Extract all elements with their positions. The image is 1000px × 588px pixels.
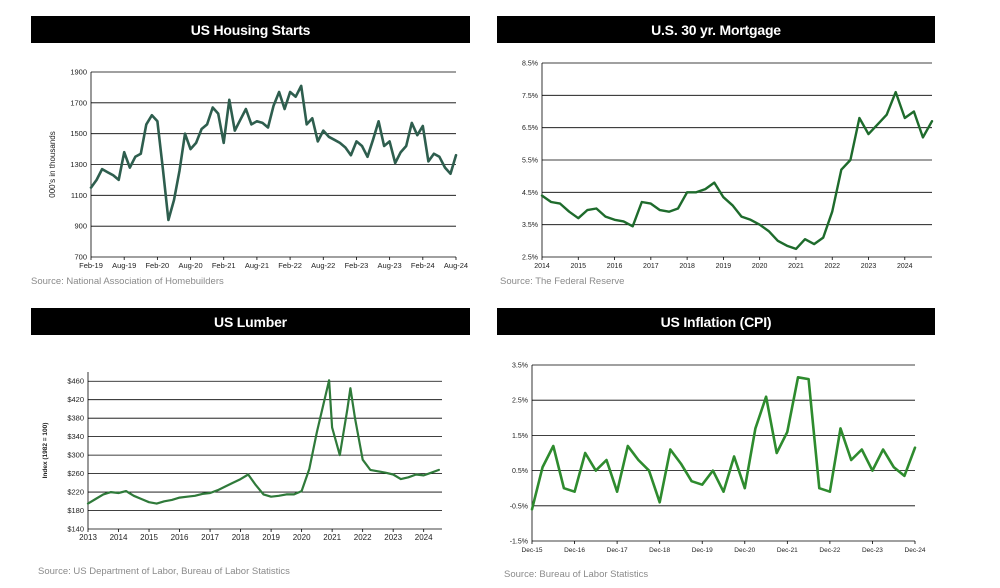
x-tick-label: 2013 (79, 533, 97, 542)
x-tick-label: Feb-19 (79, 261, 103, 270)
y-tick-label: 1900 (70, 68, 87, 77)
x-tick-label: 2024 (897, 263, 913, 270)
x-tick-label: Dec-17 (607, 547, 628, 554)
x-tick-label: 2015 (570, 263, 586, 270)
chart-title-inflation: US Inflation (CPI) (497, 308, 935, 335)
x-tick-label: 2023 (861, 263, 877, 270)
chart-svg: -1.5% -0.5% 0.5% 1.5% 2.5% 3.5% Dec-15 Dec-16 De… (510, 363, 926, 555)
y-tick-label: 1100 (71, 191, 87, 200)
y-tick-label: 3.5% (512, 363, 528, 370)
y-tick-label: -1.5% (510, 539, 528, 546)
x-tick-label: Aug-19 (112, 261, 136, 270)
y-tick-label: 6.5% (522, 125, 538, 132)
x-tick-label: Dec-16 (564, 547, 585, 554)
x-tick-label: 2023 (384, 533, 402, 542)
chart-title-lumber: US Lumber (31, 308, 470, 335)
y-tick-label: 1.5% (512, 433, 528, 440)
x-tick-label: Aug-23 (378, 261, 402, 270)
x-tick-label: Aug-24 (444, 261, 468, 270)
y-tick-label: 1700 (70, 98, 87, 107)
x-tick-label: Feb-20 (145, 261, 169, 270)
x-tick-label: Aug-22 (311, 261, 335, 270)
x-tick-label: 2019 (716, 263, 732, 270)
y-axis-label: 000's in thousands (48, 131, 57, 197)
x-tick-label: Dec-18 (649, 547, 670, 554)
y-tick-label: $220 (67, 488, 84, 497)
source-lumber: Source: US Department of Labor, Bureau o… (38, 566, 290, 577)
x-tick-label: 2015 (140, 533, 158, 542)
x-tick-label: Feb-23 (345, 261, 369, 270)
x-tick-label: Dec-23 (862, 547, 883, 554)
x-tick-label: 2022 (824, 263, 840, 270)
y-tick-label: 4.5% (522, 190, 538, 197)
y-tick-label: 3.5% (522, 222, 538, 229)
x-tick-label: 2022 (354, 533, 372, 542)
y-tick-label: $460 (67, 377, 84, 386)
y-tick-label: 7.5% (522, 93, 538, 100)
x-tick-label: 2018 (232, 533, 250, 542)
y-tick-label: 5.5% (522, 158, 538, 165)
series-line (540, 90, 934, 251)
y-tick-label: 1500 (70, 129, 87, 138)
x-tick-label: Dec-15 (522, 547, 543, 554)
y-tick-label: $300 (67, 451, 84, 460)
x-tick-label: Dec-21 (777, 547, 798, 554)
source-mortgage: Source: The Federal Reserve (500, 276, 625, 287)
mortgage-chart: 2.5% 3.5% 4.5% 5.5% 6.5% 7.5% 8.5% 2014 2015 2016… (497, 55, 935, 275)
y-tick-label: 2.5% (522, 255, 538, 262)
x-tick-label: Aug-21 (245, 261, 269, 270)
x-tick-label: Feb-21 (212, 261, 236, 270)
y-tick-label: $140 (67, 525, 84, 534)
chart-svg: 2.5% 3.5% 4.5% 5.5% 6.5% 7.5% 8.5% 2014 2015 2016… (522, 61, 934, 270)
inflation-chart: -1.5% -0.5% 0.5% 1.5% 2.5% 3.5% Dec-15 Dec-16 De… (497, 355, 935, 555)
x-tick-label: 2017 (201, 533, 219, 542)
y-tick-label: $380 (67, 414, 84, 423)
x-tick-label: 2019 (262, 533, 280, 542)
x-tick-label: 2020 (752, 263, 768, 270)
x-tick-label: 2016 (171, 533, 189, 542)
source-inflation: Source: Bureau of Labor Statistics (504, 569, 649, 580)
y-tick-label: $420 (67, 395, 84, 404)
housing-starts-chart: 700 900 1100 1300 1500 1700 1900 Feb-19 Aug-19 Fe… (31, 60, 470, 275)
x-tick-label: Dec-19 (692, 547, 713, 554)
x-tick-label: 2021 (323, 533, 341, 542)
y-tick-label: $180 (67, 506, 84, 515)
x-tick-label: Dec-22 (819, 547, 840, 554)
x-tick-label: 2020 (293, 533, 311, 542)
y-tick-label: 8.5% (522, 61, 538, 68)
series-line (530, 375, 917, 511)
y-tick-label: $340 (67, 432, 84, 441)
chart-svg: $140 $180 $220 $260 $300 $340 $380 $420 $460 2013… (42, 372, 442, 542)
y-tick-label: 1300 (70, 160, 87, 169)
x-tick-label: 2014 (110, 533, 128, 542)
x-tick-label: Aug-20 (178, 261, 202, 270)
y-tick-label: 0.5% (512, 468, 528, 475)
y-tick-label: 2.5% (512, 398, 528, 405)
x-tick-label: 2017 (643, 263, 659, 270)
x-tick-label: Feb-22 (278, 261, 302, 270)
x-tick-label: 2016 (607, 263, 623, 270)
x-tick-label: Feb-24 (411, 261, 435, 270)
x-tick-label: 2024 (415, 533, 433, 542)
x-tick-label: 2014 (534, 263, 550, 270)
y-tick-label: $260 (67, 469, 84, 478)
y-axis-label: Index (1982 = 100) (42, 423, 49, 479)
x-tick-label: Dec-20 (734, 547, 755, 554)
source-housing-starts: Source: National Association of Homebuil… (31, 276, 224, 287)
y-tick-label: 900 (74, 222, 87, 231)
y-tick-label: -0.5% (510, 503, 528, 510)
x-tick-label: 2021 (788, 263, 804, 270)
lumber-chart: $140 $180 $220 $260 $300 $340 $380 $420 $460 2013… (31, 360, 470, 545)
x-tick-label: Dec-24 (905, 547, 926, 554)
chart-svg: 700 900 1100 1300 1500 1700 1900 Feb-19 Aug-19 Fe… (48, 68, 468, 271)
y-tick-label: 700 (74, 253, 87, 262)
chart-title-housing-starts: US Housing Starts (31, 16, 470, 43)
chart-title-mortgage: U.S. 30 yr. Mortgage (497, 16, 935, 43)
x-tick-label: 2018 (679, 263, 695, 270)
series-line (86, 379, 440, 505)
series-line (89, 84, 458, 222)
